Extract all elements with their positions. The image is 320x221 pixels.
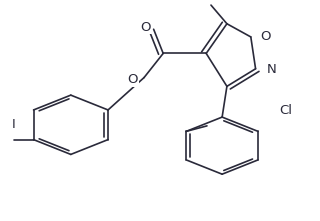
Text: O: O	[128, 73, 138, 86]
Text: N: N	[267, 63, 276, 76]
Text: O: O	[260, 30, 270, 43]
Text: O: O	[140, 21, 151, 34]
Text: Cl: Cl	[279, 104, 292, 117]
Text: I: I	[12, 118, 15, 131]
